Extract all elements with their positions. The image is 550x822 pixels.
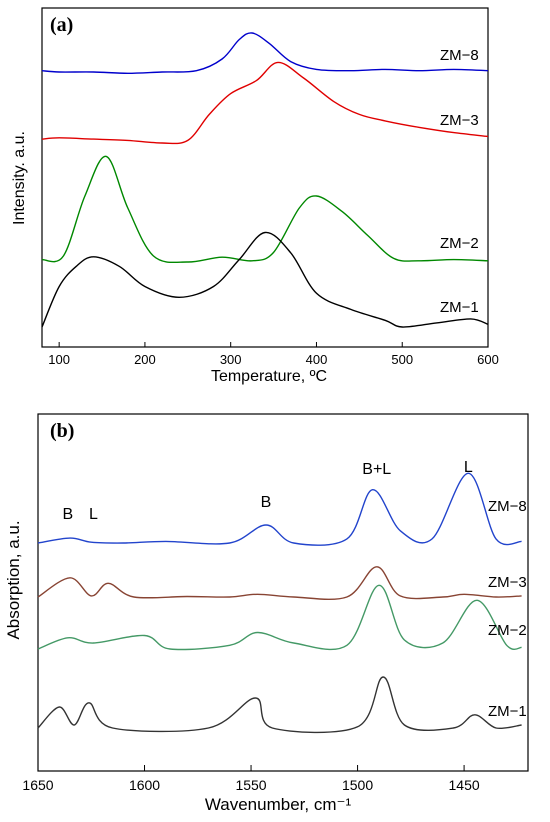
band-label: B — [261, 494, 272, 511]
y-axis-label-a: Intensity. a.u. — [11, 131, 28, 225]
series-label-b: ZM−2 — [488, 622, 527, 639]
chart-b: (b) Absorption, a.u. Wavenumber, cm⁻¹ 16… — [4, 413, 529, 814]
series-label-b: ZM−1 — [488, 703, 527, 720]
chart-a: (a) Intensity. a.u. Temperature, ºC 100 2… — [11, 7, 499, 385]
series-line-b — [37, 584, 522, 651]
series-line-b — [37, 676, 522, 734]
x-tick-label-b: 1650 — [22, 777, 53, 793]
series-label-b: ZM−8 — [488, 498, 527, 515]
band-labels-b: B LBB+L L — [62, 459, 472, 523]
x-tick-label-b: 1550 — [235, 777, 266, 793]
band-label: B+L — [362, 461, 391, 478]
band-label: B — [62, 506, 73, 523]
series-label-a: ZM−2 — [440, 235, 479, 252]
series-labels-a: ZM−8 ZM−3 ZM−2 ZM−1 — [440, 47, 479, 316]
series-line-a — [41, 231, 489, 328]
x-tick-label-b: 1450 — [449, 777, 480, 793]
x-tick-label-a: 600 — [477, 352, 499, 367]
plot-frame-b — [37, 413, 529, 772]
series-label-a: ZM−8 — [440, 47, 479, 64]
x-tick-label-a: 500 — [391, 352, 413, 367]
series-label-a: ZM−1 — [440, 299, 479, 316]
x-tick-label-a: 300 — [220, 352, 242, 367]
x-axis-label-b: Wavenumber, cm⁻¹ — [205, 795, 352, 814]
band-label: L — [464, 459, 473, 476]
x-tick-label-b: 1500 — [342, 777, 373, 793]
series-line-b — [37, 566, 522, 601]
band-label: L — [89, 506, 98, 523]
x-tick-label-a: 200 — [134, 352, 156, 367]
series-a — [41, 32, 489, 328]
x-ticks-b: 1650 1600 1550 1500 1450 — [22, 765, 480, 793]
y-axis-label-b: Absorption, a.u. — [4, 520, 23, 639]
x-tick-label-b: 1600 — [129, 777, 160, 793]
series-b — [37, 472, 522, 734]
series-line-b — [37, 472, 522, 546]
plot-frame-a — [41, 7, 489, 348]
series-label-b: ZM−3 — [488, 574, 527, 591]
series-line-a — [41, 155, 489, 264]
series-line-a — [41, 32, 489, 75]
series-label-a: ZM−3 — [440, 112, 479, 129]
x-tick-label-a: 400 — [306, 352, 328, 367]
panel-label-a: (a) — [50, 14, 73, 36]
x-ticks-a: 100 200 300 400 500 600 — [48, 342, 499, 367]
x-tick-label-a: 100 — [48, 352, 70, 367]
series-labels-b: ZM−8 ZM−3 ZM−2 ZM−1 — [488, 498, 527, 720]
x-axis-label-a: Temperature, ºC — [211, 368, 327, 385]
panel-label-b: (b) — [50, 420, 74, 442]
series-line-a — [41, 61, 489, 145]
